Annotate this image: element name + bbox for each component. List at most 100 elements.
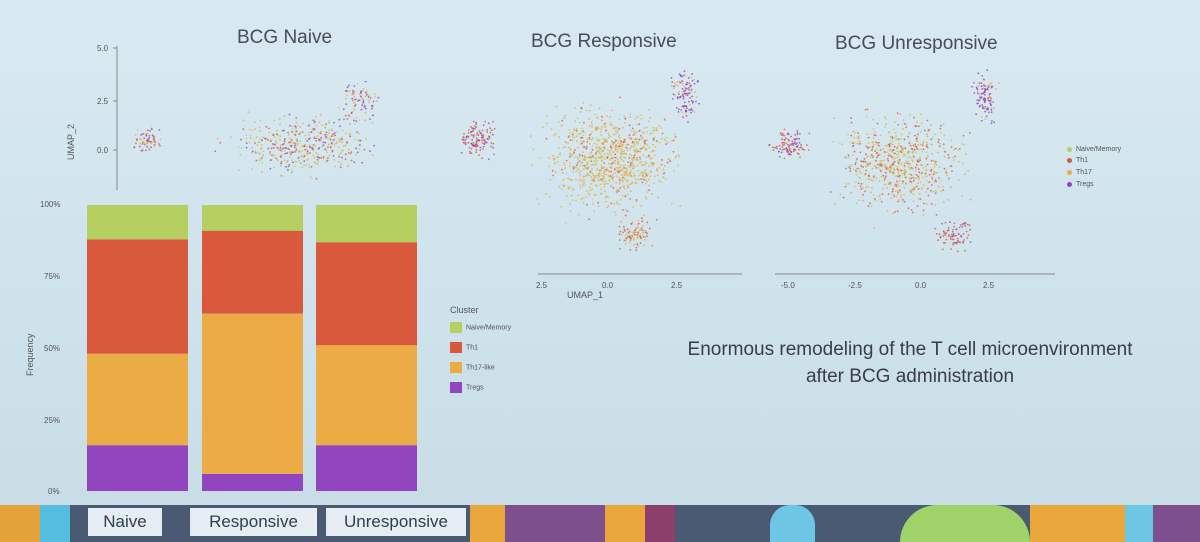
bar-segment	[202, 205, 303, 231]
umap-point	[608, 150, 611, 153]
umap-point	[975, 86, 978, 89]
umap-point	[254, 128, 256, 131]
umap-point	[907, 160, 909, 163]
umap-point	[633, 141, 636, 144]
umap-point	[554, 157, 556, 160]
umap-point	[655, 127, 658, 129]
umap-point	[360, 92, 362, 94]
umap-point	[893, 195, 896, 198]
bar-segment	[316, 345, 417, 446]
umap-point	[610, 149, 613, 152]
umap-point	[602, 175, 605, 178]
umap-point	[585, 147, 588, 150]
umap-point	[934, 179, 937, 182]
umap-point	[661, 132, 664, 135]
umap-point	[940, 180, 942, 182]
umap-point	[616, 202, 618, 205]
umap-point	[674, 94, 676, 96]
umap-point	[616, 200, 619, 203]
umap-point	[332, 135, 335, 138]
umap-point	[925, 157, 928, 160]
umap-point	[867, 174, 870, 177]
umap-point	[658, 141, 661, 144]
umap-responsive-xtick: 2.5	[536, 281, 548, 290]
umap-point	[561, 123, 564, 126]
umap-point	[627, 232, 630, 234]
umap-point	[332, 155, 335, 157]
umap-point	[606, 206, 608, 209]
umap-point	[341, 156, 343, 159]
umap-point	[303, 143, 306, 146]
umap-point	[548, 165, 550, 168]
umap-point	[890, 197, 892, 200]
umap-point	[797, 153, 800, 155]
umap-point	[373, 144, 376, 147]
umap-point	[349, 123, 351, 126]
umap-point	[965, 230, 968, 233]
umap-point	[629, 148, 632, 150]
umap-point	[988, 111, 990, 114]
umap-point	[898, 163, 900, 165]
umap-point	[889, 150, 892, 153]
umap-point	[636, 234, 639, 236]
umap-point	[642, 231, 645, 234]
umap-point	[945, 172, 948, 174]
legend-swatch	[450, 342, 462, 353]
umap-point	[891, 143, 894, 146]
umap-point	[969, 241, 972, 244]
umap-point	[296, 144, 298, 147]
umap-point	[881, 193, 884, 196]
umap-point	[145, 149, 147, 152]
umap-point	[688, 100, 690, 103]
umap-point	[603, 125, 605, 128]
umap-point	[959, 224, 962, 226]
umap-point	[863, 158, 866, 160]
umap-point	[673, 133, 676, 136]
umap-point	[613, 203, 615, 205]
umap-point	[617, 161, 619, 164]
umap-point	[286, 161, 289, 164]
umap-point	[271, 154, 273, 157]
umap-point	[616, 132, 619, 135]
umap-point	[662, 168, 665, 171]
umap-point	[640, 237, 643, 239]
umap-point	[986, 87, 989, 90]
umap-point	[599, 183, 602, 186]
umap-point	[783, 157, 786, 160]
umap-point	[864, 190, 866, 193]
umap-point	[634, 117, 637, 120]
umap-point	[358, 148, 361, 150]
umap-point	[585, 196, 587, 199]
umap-point	[949, 165, 952, 168]
umap-point	[610, 185, 612, 188]
umap-point	[643, 178, 645, 181]
umap-point	[580, 170, 583, 172]
umap-point	[780, 134, 783, 136]
umap-point	[475, 151, 477, 154]
bar-segment	[316, 205, 417, 243]
umap-point	[283, 159, 286, 162]
umap-point	[338, 138, 340, 140]
umap-point	[313, 156, 316, 159]
umap-point	[894, 157, 896, 160]
umap-point	[645, 156, 648, 158]
umap-point	[842, 196, 845, 199]
umap-point	[560, 125, 563, 127]
umap-point	[648, 184, 650, 187]
umap-point	[545, 137, 548, 140]
umap-point	[879, 198, 882, 201]
umap-point	[593, 113, 596, 115]
umap-point	[310, 165, 313, 168]
umap-point	[660, 127, 663, 130]
umap-point	[658, 179, 660, 182]
umap-point	[562, 146, 565, 149]
umap-point	[579, 143, 581, 146]
umap-point	[649, 133, 652, 135]
umap-point	[484, 120, 487, 123]
umap-point	[591, 188, 593, 191]
bar-segment	[87, 445, 188, 491]
umap-point	[628, 173, 631, 176]
umap-point	[310, 131, 313, 134]
umap-point	[347, 164, 350, 167]
umap-point	[922, 148, 925, 151]
